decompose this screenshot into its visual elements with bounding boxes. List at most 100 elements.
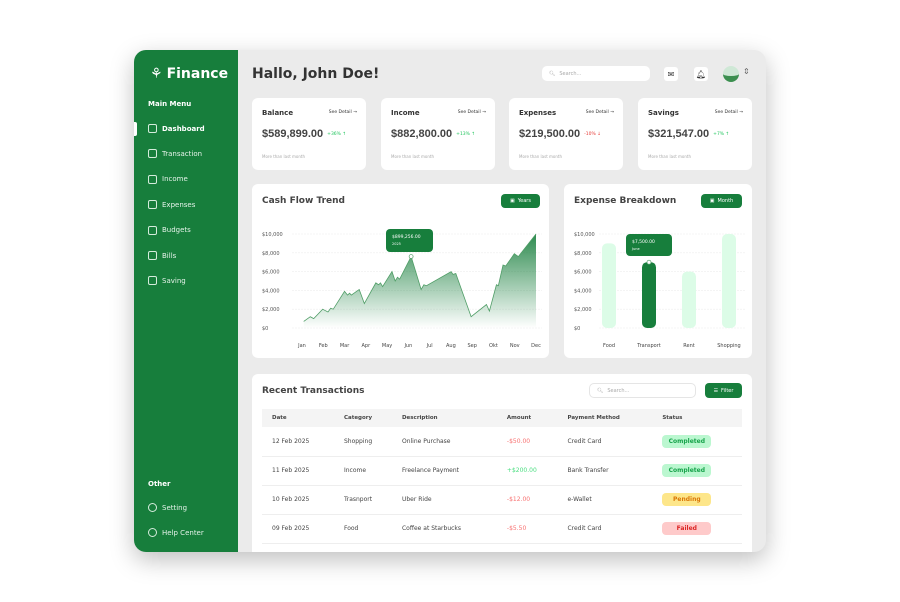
x-tick-label: Rent <box>683 343 694 349</box>
cell: 11 Feb 2025 <box>262 456 334 486</box>
search-input[interactable]: 🔍︎ Search... <box>542 66 650 81</box>
search-placeholder: Search... <box>559 70 582 77</box>
cell: Shopping <box>333 427 392 457</box>
avatar[interactable] <box>723 66 739 82</box>
y-tick-label: $0 <box>262 326 268 332</box>
sidebar-item-label: Expenses <box>162 200 196 209</box>
month-button[interactable]: ▣ Month <box>701 194 742 208</box>
cell: Online Purchase <box>391 427 497 457</box>
sidebar-item-saving[interactable]: Saving <box>148 276 186 286</box>
y-tick-label: $2,000 <box>574 307 592 313</box>
card-change: +7% ↑ <box>713 131 730 137</box>
y-tick-label: $6,000 <box>574 270 592 276</box>
card-subtext: More than last month <box>391 154 435 159</box>
bar-transport <box>642 262 656 328</box>
x-tick-label: Sep <box>467 343 476 349</box>
status-badge: Pending <box>662 493 712 506</box>
sidebar-item-setting[interactable]: Setting <box>148 503 187 512</box>
y-tick-label: $10,000 <box>262 232 283 238</box>
column-header: Status <box>652 409 742 427</box>
sidebar-item-expenses[interactable]: Expenses <box>148 200 196 210</box>
card-label: Balance <box>262 109 294 117</box>
see-detail-link[interactable]: See Detail → <box>585 110 614 115</box>
years-button[interactable]: ▣ Years <box>501 194 540 208</box>
see-detail-link[interactable]: See Detail → <box>714 110 743 115</box>
cell: Freelance Payment <box>391 456 497 486</box>
app-window: ⚘ Finance Main Menu Dashboard Transaction I… <box>134 50 766 552</box>
sidebar-item-budgets[interactable]: Budgets <box>148 225 191 235</box>
card-change: +13% ↑ <box>456 131 476 137</box>
card-value-row: $882,800.00 +13% ↑ <box>391 128 491 140</box>
y-tick-label: $8,000 <box>574 251 592 257</box>
calendar-icon: ▣ <box>510 198 515 204</box>
card-value: $321,547.00 <box>648 128 710 140</box>
y-tick-label: $0 <box>574 326 580 332</box>
bar-shopping <box>722 234 736 328</box>
cell: Coffee at Starbucks <box>391 514 497 544</box>
month-label: Month <box>717 198 734 204</box>
other-label: Other <box>148 480 171 488</box>
search-placeholder: Search... <box>607 387 630 394</box>
card-label: Expenses <box>519 109 557 117</box>
tooltip-value: $899,256.00 <box>392 235 421 240</box>
sidebar-item-label: Saving <box>162 276 186 285</box>
sidebar-item-label: Dashboard <box>162 124 205 133</box>
cell: Uber Ride <box>391 485 497 515</box>
table-row[interactable]: 10 Feb 2025 Trasnport Uber Ride -$12.00 e-Wa… <box>262 485 742 515</box>
x-tick-label: Aug <box>446 343 456 349</box>
x-tick-label: Feb <box>319 343 328 349</box>
table-row[interactable]: 11 Feb 2025 Income Freelance Payment +$200.… <box>262 456 742 486</box>
chevron-updown-icon[interactable]: ⇕ <box>743 67 750 76</box>
cell: 12 Feb 2025 <box>262 427 334 457</box>
table-row[interactable]: 09 Feb 2025 Food Coffee at Starbucks -$5.50… <box>262 514 742 544</box>
calendar-icon: ▣ <box>709 198 715 204</box>
see-detail-link[interactable]: See Detail → <box>457 110 486 115</box>
app-name: Finance <box>166 66 229 82</box>
x-tick-label: Mar <box>340 343 350 349</box>
transactions-title: Recent Transactions <box>262 386 365 396</box>
x-tick-label: Apr <box>361 343 371 349</box>
piggy-bank-icon <box>148 276 157 286</box>
headset-icon <box>148 528 157 538</box>
search-icon: 🔍︎ <box>549 70 556 77</box>
cell: Trasnport <box>333 485 392 515</box>
wallet-icon <box>148 200 157 210</box>
transactions-search-input[interactable]: 🔍︎ Search... <box>589 383 696 398</box>
expense-chart: $0 $2,000 $4,000 $6,000 $8,000 $10,000 Food Tra… <box>574 232 746 349</box>
card-change: +36% ↑ <box>327 131 347 137</box>
x-tick-label: Jun <box>403 343 412 349</box>
notification-button[interactable]: 🔔︎ <box>694 67 708 81</box>
x-tick-label: Nov <box>510 343 520 349</box>
x-tick-label: Jan <box>297 343 306 349</box>
filter-button[interactable]: ☰ Filter <box>705 383 742 398</box>
column-header: Amount <box>496 409 558 427</box>
tooltip-label: June <box>632 246 640 251</box>
see-detail-link[interactable]: See Detail → <box>328 110 357 115</box>
card-label: Savings <box>648 109 679 117</box>
mail-button[interactable]: ✉ <box>664 67 678 81</box>
y-tick-label: $2,000 <box>262 307 280 313</box>
years-label: Years <box>517 198 531 204</box>
sidebar-item-label: Bills <box>162 251 177 260</box>
x-tick-label: Transport <box>636 343 661 349</box>
bill-icon <box>148 251 157 260</box>
y-tick-label: $4,000 <box>574 288 592 294</box>
highlight-point <box>646 259 652 265</box>
sidebar-item-income[interactable]: Income <box>148 174 188 184</box>
page-title: Hallo, John Doe! <box>252 66 380 82</box>
cell: e-Wallet <box>557 485 653 515</box>
sidebar-item-label: Transaction <box>162 149 203 158</box>
cell: 10 Feb 2025 <box>262 485 334 515</box>
sidebar-item-bills[interactable]: Bills <box>148 251 176 260</box>
x-tick-label: May <box>382 343 392 349</box>
sidebar-item-help-center[interactable]: Help Center <box>148 528 204 538</box>
card-value: $589,899.00 <box>262 128 324 140</box>
status-badge: Completed <box>662 464 712 477</box>
logo: ⚘ Finance <box>150 66 228 82</box>
cash-flow-chart: $0 $2,000 $4,000 $6,000 $8,000 $10,000 Jan Feb M… <box>262 232 542 349</box>
sidebar-item-dashboard[interactable]: Dashboard <box>148 124 205 133</box>
table-row[interactable]: 12 Feb 2025 Shopping Online Purchase -$50.0… <box>262 427 742 457</box>
sidebar-item-transaction[interactable]: Transaction <box>148 149 203 159</box>
series-line <box>303 233 537 322</box>
clipboard-icon <box>148 149 157 159</box>
